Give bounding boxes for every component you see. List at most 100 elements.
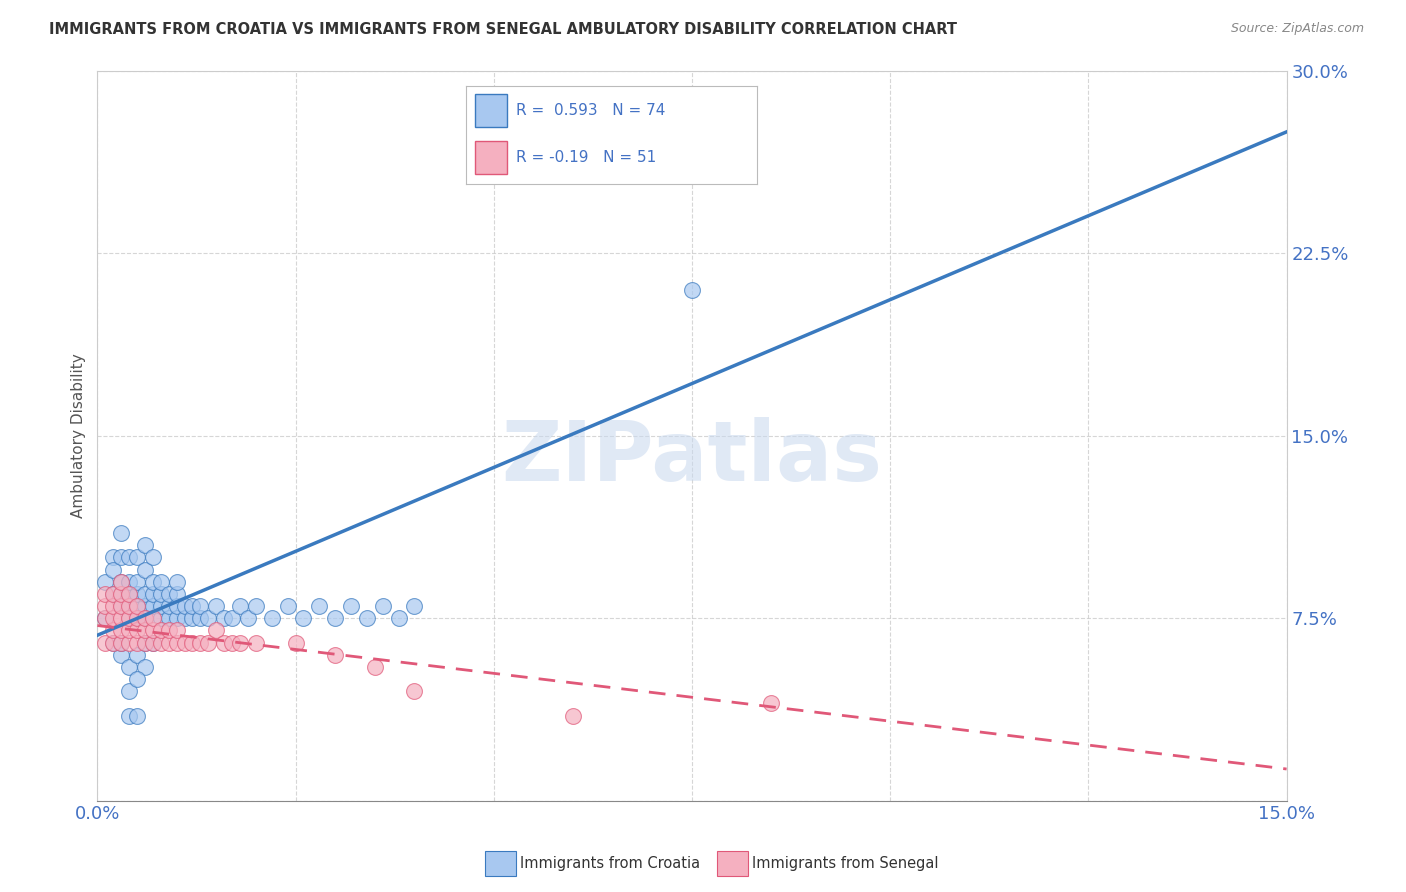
- Point: [157, 611, 180, 625]
- Point: [681, 283, 703, 297]
- Point: [125, 574, 148, 589]
- Point: [134, 538, 156, 552]
- Point: [197, 611, 219, 625]
- Point: [142, 574, 165, 589]
- Point: [110, 635, 132, 649]
- Point: [149, 574, 172, 589]
- Point: [118, 611, 141, 625]
- Point: [181, 611, 204, 625]
- Point: [205, 599, 228, 613]
- Text: IMMIGRANTS FROM CROATIA VS IMMIGRANTS FROM SENEGAL AMBULATORY DISABILITY CORRELA: IMMIGRANTS FROM CROATIA VS IMMIGRANTS FR…: [49, 22, 957, 37]
- Point: [236, 611, 259, 625]
- Point: [134, 611, 156, 625]
- Point: [103, 624, 125, 638]
- Point: [308, 599, 330, 613]
- Point: [197, 635, 219, 649]
- Point: [149, 611, 172, 625]
- Point: [260, 611, 283, 625]
- Point: [142, 635, 165, 649]
- Point: [125, 587, 148, 601]
- Point: [221, 635, 243, 649]
- Point: [118, 550, 141, 565]
- Point: [190, 611, 212, 625]
- Point: [404, 599, 426, 613]
- Point: [166, 635, 188, 649]
- Text: Immigrants from Senegal: Immigrants from Senegal: [752, 856, 939, 871]
- Point: [142, 635, 165, 649]
- Point: [229, 599, 252, 613]
- Point: [388, 611, 411, 625]
- Point: [173, 611, 195, 625]
- Point: [404, 684, 426, 698]
- Point: [103, 635, 125, 649]
- Point: [125, 648, 148, 662]
- Point: [94, 611, 117, 625]
- Point: [103, 599, 125, 613]
- Point: [166, 611, 188, 625]
- Point: [94, 611, 117, 625]
- Point: [166, 599, 188, 613]
- Point: [118, 587, 141, 601]
- Point: [245, 635, 267, 649]
- Point: [103, 563, 125, 577]
- Point: [110, 624, 132, 638]
- Point: [292, 611, 315, 625]
- Point: [118, 599, 141, 613]
- Point: [142, 550, 165, 565]
- Point: [134, 587, 156, 601]
- Point: [134, 660, 156, 674]
- Point: [125, 708, 148, 723]
- Point: [166, 587, 188, 601]
- Point: [118, 574, 141, 589]
- Point: [110, 574, 132, 589]
- Point: [157, 599, 180, 613]
- Point: [284, 635, 307, 649]
- Point: [94, 599, 117, 613]
- Point: [356, 611, 378, 625]
- Point: [181, 599, 204, 613]
- Point: [134, 635, 156, 649]
- Text: ZIPatlas: ZIPatlas: [502, 417, 883, 499]
- Point: [212, 635, 235, 649]
- Point: [103, 550, 125, 565]
- Point: [125, 611, 148, 625]
- Point: [212, 611, 235, 625]
- Point: [110, 526, 132, 541]
- Point: [205, 624, 228, 638]
- Point: [245, 599, 267, 613]
- Point: [190, 635, 212, 649]
- Point: [134, 563, 156, 577]
- Point: [157, 624, 180, 638]
- Point: [118, 684, 141, 698]
- Point: [110, 550, 132, 565]
- Point: [118, 587, 141, 601]
- Point: [125, 672, 148, 686]
- Point: [118, 624, 141, 638]
- Point: [110, 599, 132, 613]
- Point: [562, 708, 585, 723]
- Point: [173, 635, 195, 649]
- Point: [110, 599, 132, 613]
- Point: [94, 574, 117, 589]
- Point: [134, 611, 156, 625]
- Point: [340, 599, 363, 613]
- Point: [118, 660, 141, 674]
- Point: [118, 635, 141, 649]
- Point: [125, 635, 148, 649]
- Point: [277, 599, 299, 613]
- Point: [173, 599, 195, 613]
- Point: [125, 550, 148, 565]
- Point: [125, 599, 148, 613]
- Point: [149, 635, 172, 649]
- Point: [181, 635, 204, 649]
- Point: [323, 648, 346, 662]
- Point: [229, 635, 252, 649]
- Point: [110, 587, 132, 601]
- Point: [142, 587, 165, 601]
- Point: [364, 660, 387, 674]
- Point: [125, 624, 148, 638]
- Point: [371, 599, 394, 613]
- Point: [118, 708, 141, 723]
- Point: [134, 599, 156, 613]
- Point: [110, 635, 132, 649]
